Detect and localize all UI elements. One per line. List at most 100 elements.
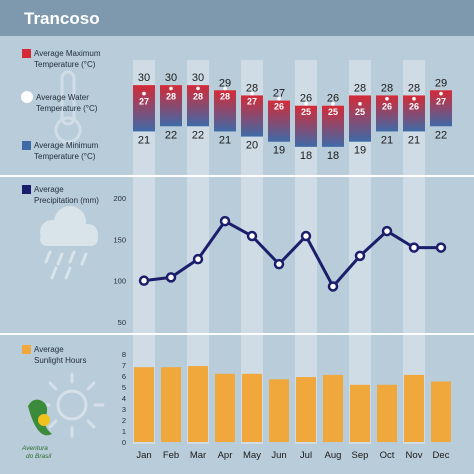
max-temp-label: 28	[381, 82, 393, 94]
sun-tick-label: 4	[122, 394, 126, 403]
logo-line2: do Brasil	[26, 453, 52, 460]
min-temp-label: 20	[246, 140, 258, 152]
precip-point	[354, 250, 366, 262]
temp-range-bar	[268, 100, 290, 142]
water-temp-dot	[196, 86, 200, 91]
precip-point	[381, 225, 393, 237]
month-column	[295, 60, 317, 444]
water-temp-dot	[250, 91, 254, 96]
month-column	[241, 60, 263, 444]
max-temp-label: 26	[327, 93, 339, 105]
legend-sunlight-line1: Average	[34, 345, 64, 354]
precip-point	[300, 230, 312, 242]
max-temp-label: 27	[273, 88, 285, 100]
legend-max-temp: Average Maximum Temperature (°C)	[22, 49, 101, 69]
water-temp-label: 26	[409, 102, 419, 112]
water-temp-label: 26	[274, 102, 284, 112]
precip-line	[143, 219, 441, 288]
precip-point	[435, 242, 447, 253]
month-label: Jun	[271, 450, 286, 461]
sun-bar	[134, 367, 154, 442]
min-temp-label: 21	[219, 134, 231, 146]
sunlight-chart: 0 1 2 3 4 5 6 7 8	[122, 350, 451, 447]
legend-sunlight-line2: Sunlight Hours	[34, 356, 86, 365]
month-label: Dec	[433, 450, 450, 461]
sun-tick-label: 1	[122, 427, 126, 436]
sun-bar	[296, 377, 316, 442]
max-temp-label: 28	[408, 82, 420, 94]
sun-tick-label: 7	[122, 361, 126, 370]
month-column	[133, 60, 155, 444]
water-temp-label: 28	[193, 91, 203, 101]
precip-tick-label: 150	[113, 235, 126, 244]
max-temp-label: 29	[219, 77, 231, 89]
max-temp-label: 29	[435, 77, 447, 89]
min-temp-label: 19	[354, 145, 366, 157]
legend-water-temp-line1: Average Water	[36, 93, 89, 102]
temperature-chart: 30 21 27 30 22 28 30 22 28 29 21 28 28 20 27 27 19 26 26 18…	[133, 72, 452, 162]
temp-range-bar	[295, 105, 317, 147]
precip-point	[192, 253, 204, 265]
precip-point	[165, 272, 177, 283]
temp-range-bar	[214, 90, 236, 132]
temp-range-bar	[187, 85, 209, 127]
month-axis: Jan Feb Mar Apr May Jun Jul Aug Sep Oct Nov Dec	[136, 450, 449, 461]
month-label: Aug	[325, 450, 342, 461]
legend-min-temp: Average Minimum Temperature (°C)	[22, 141, 99, 161]
precip-point	[273, 258, 285, 270]
sun-bar	[242, 373, 262, 442]
water-temp-dot	[223, 86, 227, 91]
max-temp-label: 30	[138, 72, 150, 84]
precip-point	[246, 230, 258, 242]
sun-bar	[188, 366, 208, 442]
legend-water-temp-line2: Temperature (°C)	[36, 104, 98, 113]
min-temp-label: 18	[327, 150, 339, 162]
water-temp-label: 26	[382, 102, 392, 112]
legend-sunlight-swatch	[22, 345, 31, 354]
month-label: Oct	[380, 450, 395, 461]
legend-water-temp: Average Water Temperature (°C)	[21, 91, 98, 113]
rain-cloud-icon	[40, 206, 98, 280]
legend-min-temp-swatch	[22, 141, 31, 150]
water-temp-label: 28	[220, 91, 230, 101]
temp-range-bar	[349, 95, 371, 142]
max-temp-label: 30	[192, 72, 204, 84]
precip-tick-label: 100	[113, 277, 126, 286]
temp-range-bar	[133, 85, 155, 132]
sun-bar	[350, 384, 370, 442]
max-temp-label: 30	[165, 72, 177, 84]
max-temp-label: 26	[300, 93, 312, 105]
precip-tick-label: 50	[118, 318, 126, 327]
month-label: Feb	[163, 450, 179, 461]
logo-line1: Aventura	[21, 445, 48, 452]
min-temp-label: 18	[300, 150, 312, 162]
sun-bar	[431, 381, 451, 442]
water-temp-label: 25	[355, 107, 365, 117]
min-temp-label: 21	[381, 134, 393, 146]
water-temp-dot	[358, 102, 362, 106]
legend-max-temp-line2: Temperature (°C)	[34, 60, 96, 69]
legend-sunlight: Average Sunlight Hours	[22, 345, 86, 365]
logo-dot	[38, 414, 50, 426]
sun-tick-label: 2	[122, 416, 126, 425]
water-temp-dot	[439, 91, 443, 96]
month-label: May	[243, 450, 261, 461]
sun-tick-label: 5	[122, 383, 126, 392]
sun-tick-label: 3	[122, 405, 126, 414]
water-temp-label: 27	[139, 97, 149, 107]
max-temp-label: 28	[354, 82, 366, 94]
aventura-logo: Aventura do Brasil	[21, 399, 52, 460]
water-temp-dot	[412, 96, 416, 101]
temp-range-bar	[241, 95, 263, 137]
sun-tick-label: 6	[122, 372, 126, 381]
sun-bar	[377, 384, 397, 442]
sun-icon	[39, 372, 105, 438]
min-temp-label: 19	[273, 145, 285, 157]
legend-precipitation-line2: Precipitation (mm)	[34, 196, 99, 205]
water-temp-dot	[142, 91, 146, 96]
legend-max-temp-swatch	[22, 49, 31, 58]
month-label: Nov	[406, 450, 423, 461]
water-temp-label: 25	[328, 107, 338, 117]
month-label: Mar	[190, 450, 206, 461]
